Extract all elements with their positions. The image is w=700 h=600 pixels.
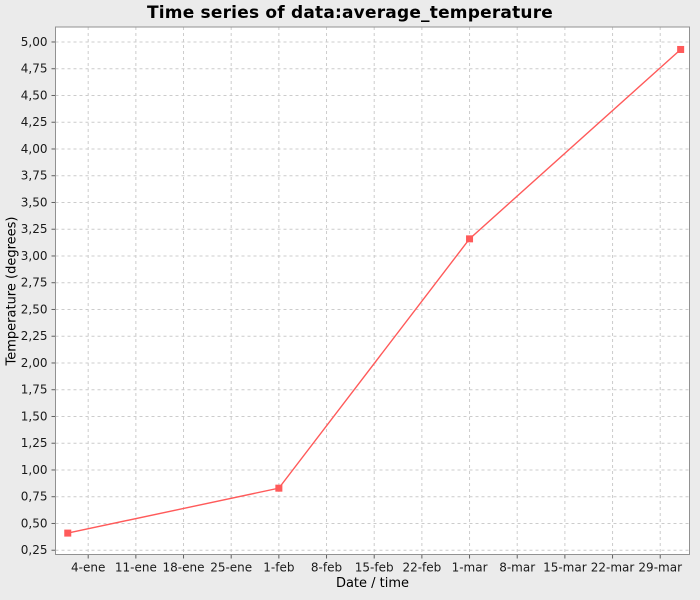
y-tick-label: 2,50 [21, 302, 48, 316]
x-tick-label: 18-ene [163, 561, 205, 575]
y-tick-label: 3,25 [21, 222, 48, 236]
y-tick-label: 1,00 [21, 463, 48, 477]
x-tick-label: 22-mar [591, 561, 635, 575]
chart-title: Time series of data:average_temperature [146, 3, 554, 23]
x-tick-label: 25-ene [210, 561, 252, 575]
data-point-marker [677, 45, 685, 53]
plot-area [55, 27, 690, 555]
x-tick-label: 11-ene [115, 561, 157, 575]
data-point-marker [466, 235, 474, 243]
x-tick-label: 1-feb [263, 561, 294, 575]
y-tick-label: 1,50 [21, 409, 48, 423]
x-tick-label: 15-mar [543, 561, 587, 575]
y-tick-label: 4,25 [21, 115, 48, 129]
x-tick-label: 29-mar [638, 561, 682, 575]
y-tick-label: 4,50 [21, 88, 48, 102]
y-tick-label: 1,75 [21, 383, 48, 397]
x-axis-title: Date / time [335, 576, 410, 591]
x-tick-label: 15-feb [355, 561, 394, 575]
y-tick-label: 3,00 [21, 249, 48, 263]
y-tick-label: 3,75 [21, 169, 48, 183]
y-tick-label: 2,25 [21, 329, 48, 343]
y-tick-label: 0,75 [21, 490, 48, 504]
plot-border [55, 26, 690, 555]
x-tick-label: 22-feb [402, 561, 441, 575]
y-tick-label: 0,50 [21, 516, 48, 530]
y-tick-label: 4,75 [21, 62, 48, 76]
data-point-marker [275, 484, 283, 492]
y-tick-label: 2,00 [21, 356, 48, 370]
x-tick-label: 1-mar [452, 561, 488, 575]
data-point-marker [64, 529, 72, 537]
x-tick-label: 4-ene [71, 561, 105, 575]
y-tick-label: 2,75 [21, 276, 48, 290]
x-tick-label: 8-feb [311, 561, 342, 575]
x-tick-label: 8-mar [499, 561, 535, 575]
y-tick-label: 0,25 [21, 543, 48, 557]
y-tick-label: 1,25 [21, 436, 48, 450]
y-tick-label: 3,50 [21, 195, 48, 209]
series-line [67, 48, 682, 534]
y-tick-label: 5,00 [21, 35, 48, 49]
y-tick-label: 4,00 [21, 142, 48, 156]
